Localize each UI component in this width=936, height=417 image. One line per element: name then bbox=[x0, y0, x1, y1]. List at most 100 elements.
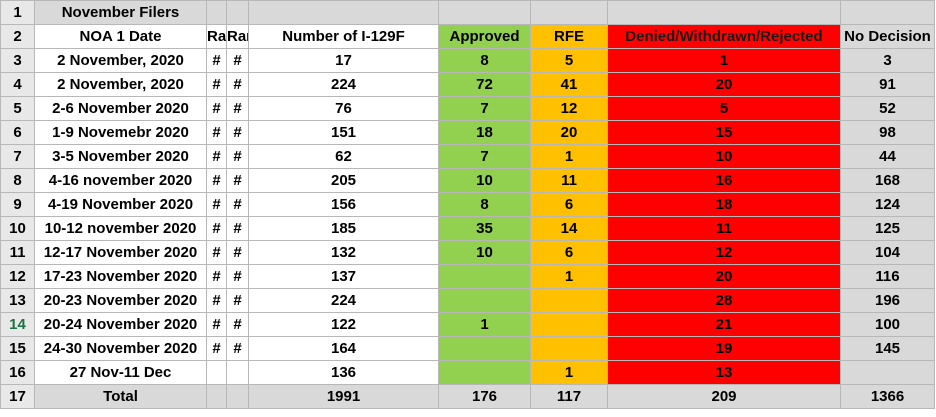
rfe-cell[interactable]: 11 bbox=[530, 168, 608, 193]
row-header[interactable]: 9 bbox=[0, 192, 35, 217]
count-cell[interactable]: 185 bbox=[248, 216, 439, 241]
date-cell[interactable]: 20-24 November 2020 bbox=[34, 312, 207, 337]
count-cell[interactable]: Number of I-129F bbox=[248, 24, 439, 49]
row-header[interactable]: 4 bbox=[0, 72, 35, 97]
no-decision-cell[interactable] bbox=[840, 0, 935, 25]
count-cell[interactable]: 132 bbox=[248, 240, 439, 265]
rar-cell[interactable]: Rar bbox=[206, 24, 227, 49]
rfe-cell[interactable] bbox=[530, 0, 608, 25]
no-decision-cell[interactable]: 98 bbox=[840, 120, 935, 145]
rar2-cell[interactable]: # bbox=[226, 336, 249, 361]
rfe-cell[interactable]: 1 bbox=[530, 360, 608, 385]
approved-cell[interactable]: 7 bbox=[438, 96, 531, 121]
rfe-cell[interactable]: 117 bbox=[530, 384, 608, 409]
approved-cell[interactable]: 7 bbox=[438, 144, 531, 169]
count-cell[interactable] bbox=[248, 0, 439, 25]
row-header[interactable]: 7 bbox=[0, 144, 35, 169]
approved-cell[interactable]: 176 bbox=[438, 384, 531, 409]
approved-cell[interactable] bbox=[438, 264, 531, 289]
denied-cell[interactable]: 5 bbox=[607, 96, 841, 121]
rar-cell[interactable] bbox=[206, 360, 227, 385]
row-header[interactable]: 13 bbox=[0, 288, 35, 313]
rar-cell[interactable]: # bbox=[206, 144, 227, 169]
date-cell[interactable]: 27 Nov-11 Dec bbox=[34, 360, 207, 385]
rfe-cell[interactable]: 6 bbox=[530, 240, 608, 265]
rfe-cell[interactable]: 12 bbox=[530, 96, 608, 121]
rfe-cell[interactable] bbox=[530, 288, 608, 313]
rar-cell[interactable]: # bbox=[206, 288, 227, 313]
rar-cell[interactable]: # bbox=[206, 240, 227, 265]
no-decision-cell[interactable]: 91 bbox=[840, 72, 935, 97]
rar2-cell[interactable]: # bbox=[226, 72, 249, 97]
rar2-cell[interactable]: # bbox=[226, 240, 249, 265]
date-cell[interactable]: 20-23 November 2020 bbox=[34, 288, 207, 313]
date-cell[interactable]: 4-19 November 2020 bbox=[34, 192, 207, 217]
denied-cell[interactable]: 16 bbox=[607, 168, 841, 193]
rar2-cell[interactable] bbox=[226, 384, 249, 409]
rfe-cell[interactable]: RFE bbox=[530, 24, 608, 49]
row-header[interactable]: 12 bbox=[0, 264, 35, 289]
no-decision-cell[interactable]: 196 bbox=[840, 288, 935, 313]
rar2-cell[interactable]: # bbox=[226, 120, 249, 145]
denied-cell[interactable]: 12 bbox=[607, 240, 841, 265]
count-cell[interactable]: 224 bbox=[248, 288, 439, 313]
row-header[interactable]: 15 bbox=[0, 336, 35, 361]
count-cell[interactable]: 62 bbox=[248, 144, 439, 169]
count-cell[interactable]: 164 bbox=[248, 336, 439, 361]
rar-cell[interactable]: # bbox=[206, 312, 227, 337]
no-decision-cell[interactable] bbox=[840, 360, 935, 385]
no-decision-cell[interactable]: 100 bbox=[840, 312, 935, 337]
rar-cell[interactable]: # bbox=[206, 96, 227, 121]
count-cell[interactable]: 1991 bbox=[248, 384, 439, 409]
rar-cell[interactable]: # bbox=[206, 216, 227, 241]
approved-cell[interactable]: 10 bbox=[438, 240, 531, 265]
rar2-cell[interactable] bbox=[226, 0, 249, 25]
rar-cell[interactable]: # bbox=[206, 48, 227, 73]
row-header[interactable]: 11 bbox=[0, 240, 35, 265]
rfe-cell[interactable]: 1 bbox=[530, 264, 608, 289]
row-header[interactable]: 2 bbox=[0, 24, 35, 49]
approved-cell[interactable]: 10 bbox=[438, 168, 531, 193]
no-decision-cell[interactable]: 168 bbox=[840, 168, 935, 193]
row-header[interactable]: 16 bbox=[0, 360, 35, 385]
rar2-cell[interactable]: # bbox=[226, 168, 249, 193]
rar2-cell[interactable]: # bbox=[226, 144, 249, 169]
denied-cell[interactable]: 21 bbox=[607, 312, 841, 337]
rfe-cell[interactable]: 6 bbox=[530, 192, 608, 217]
denied-cell[interactable]: 19 bbox=[607, 336, 841, 361]
denied-cell[interactable]: Denied/Withdrawn/Rejected bbox=[607, 24, 841, 49]
rar2-cell[interactable]: # bbox=[226, 288, 249, 313]
denied-cell[interactable] bbox=[607, 0, 841, 25]
approved-cell[interactable] bbox=[438, 288, 531, 313]
denied-cell[interactable]: 13 bbox=[607, 360, 841, 385]
approved-cell[interactable]: 35 bbox=[438, 216, 531, 241]
row-header[interactable]: 1 bbox=[0, 0, 35, 25]
no-decision-cell[interactable]: 104 bbox=[840, 240, 935, 265]
count-cell[interactable]: 151 bbox=[248, 120, 439, 145]
approved-cell[interactable]: 8 bbox=[438, 192, 531, 217]
no-decision-cell[interactable]: 3 bbox=[840, 48, 935, 73]
count-cell[interactable]: 224 bbox=[248, 72, 439, 97]
rar2-cell[interactable]: Rar bbox=[226, 24, 249, 49]
rar-cell[interactable]: # bbox=[206, 192, 227, 217]
rfe-cell[interactable]: 20 bbox=[530, 120, 608, 145]
denied-cell[interactable]: 1 bbox=[607, 48, 841, 73]
denied-cell[interactable]: 209 bbox=[607, 384, 841, 409]
rar2-cell[interactable]: # bbox=[226, 48, 249, 73]
rar-cell[interactable] bbox=[206, 384, 227, 409]
approved-cell[interactable]: 18 bbox=[438, 120, 531, 145]
denied-cell[interactable]: 28 bbox=[607, 288, 841, 313]
no-decision-cell[interactable]: No Decision bbox=[840, 24, 935, 49]
rfe-cell[interactable] bbox=[530, 312, 608, 337]
date-cell[interactable]: 2-6 November 2020 bbox=[34, 96, 207, 121]
row-header[interactable]: 17 bbox=[0, 384, 35, 409]
date-cell[interactable]: 3-5 November 2020 bbox=[34, 144, 207, 169]
no-decision-cell[interactable]: 125 bbox=[840, 216, 935, 241]
rar-cell[interactable]: # bbox=[206, 168, 227, 193]
count-cell[interactable]: 205 bbox=[248, 168, 439, 193]
date-cell[interactable]: 2 November, 2020 bbox=[34, 48, 207, 73]
rar2-cell[interactable]: # bbox=[226, 312, 249, 337]
rar-cell[interactable]: # bbox=[206, 336, 227, 361]
approved-cell[interactable]: 8 bbox=[438, 48, 531, 73]
date-cell[interactable]: 1-9 Novemebr 2020 bbox=[34, 120, 207, 145]
